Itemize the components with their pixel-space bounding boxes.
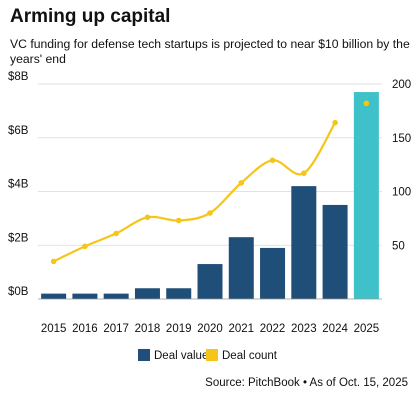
bar-2021 (228, 237, 254, 299)
deal-count-point-2020 (207, 210, 213, 216)
chart-subtitle: VC funding for defense tech startups is … (10, 37, 410, 66)
bar-2018 (134, 288, 160, 299)
x-tick-label: 2022 (260, 323, 286, 335)
bar-2017 (103, 293, 129, 299)
bar-2020 (197, 264, 223, 299)
left-axis-ticks: $0B $2B $4B $6B $8B (8, 71, 29, 298)
bar-2023 (291, 186, 317, 299)
deal-count-point-2021 (238, 180, 245, 186)
bar-2022 (260, 247, 286, 299)
x-tick-label: 2015 (41, 323, 67, 335)
chart-title: Arming up capital (10, 6, 171, 27)
x-tick-label: 2023 (291, 323, 317, 335)
left-tick-label: $0B (8, 286, 29, 298)
bar-2024 (322, 204, 348, 299)
deal-count-point-2025 (363, 100, 370, 107)
bar-2019 (166, 288, 192, 299)
right-tick-label: 150 (392, 133, 411, 145)
left-tick-label: $8B (8, 71, 29, 83)
deal-count-point-2024 (332, 119, 338, 126)
deal-count-point-2022 (269, 157, 276, 164)
left-tick-label: $2B (8, 232, 29, 244)
x-tick-label: 2016 (72, 323, 98, 335)
right-tick-label: 200 (392, 79, 411, 91)
chart-source: Source: PitchBook • As of Oct. 15, 2025 (205, 377, 408, 389)
deal-value-bars (41, 92, 379, 299)
legend-swatch-deal-value (138, 349, 150, 361)
right-tick-label: 100 (392, 187, 411, 199)
bar-2016 (72, 293, 98, 299)
x-tick-label: 2017 (103, 323, 129, 335)
x-tick-label: 2024 (322, 323, 348, 335)
legend-label-deal-value: Deal value (154, 350, 208, 362)
bar-2015 (41, 293, 67, 299)
legend-label-deal-count: Deal count (222, 350, 278, 362)
deal-count-point-2023 (301, 170, 307, 177)
x-tick-label: 2021 (228, 323, 254, 335)
deal-count-point-2019 (175, 217, 182, 224)
legend: Deal value Deal count (138, 349, 278, 362)
deal-count-point-2017 (113, 230, 119, 237)
right-axis-ticks: 50 100 150 200 (392, 79, 411, 252)
deal-count-path (53, 122, 337, 263)
left-tick-label: $6B (8, 125, 29, 137)
x-tick-label: 2018 (135, 323, 161, 335)
x-tick-label: 2025 (354, 323, 380, 335)
x-axis-ticks: 2015 2016 2017 2018 2019 2020 2021 2022 2023 2024… (41, 323, 379, 335)
bar-2025 (353, 92, 379, 299)
deal-count-point-2015 (50, 258, 57, 265)
deal-count-point-2016 (82, 243, 88, 250)
x-tick-label: 2020 (197, 323, 223, 335)
x-tick-label: 2019 (166, 323, 192, 335)
right-tick-label: 50 (392, 240, 405, 252)
deal-count-point-2018 (144, 214, 151, 221)
left-tick-label: $4B (8, 179, 29, 191)
legend-swatch-deal-count (206, 349, 218, 361)
deal-count-line (50, 100, 370, 265)
